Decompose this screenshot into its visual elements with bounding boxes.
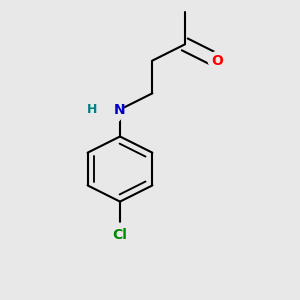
- Text: O: O: [211, 54, 223, 68]
- Circle shape: [208, 52, 226, 70]
- Text: H: H: [87, 103, 98, 116]
- Circle shape: [92, 94, 124, 125]
- Text: Cl: Cl: [112, 228, 128, 242]
- Text: N: N: [114, 103, 126, 116]
- Circle shape: [109, 223, 131, 246]
